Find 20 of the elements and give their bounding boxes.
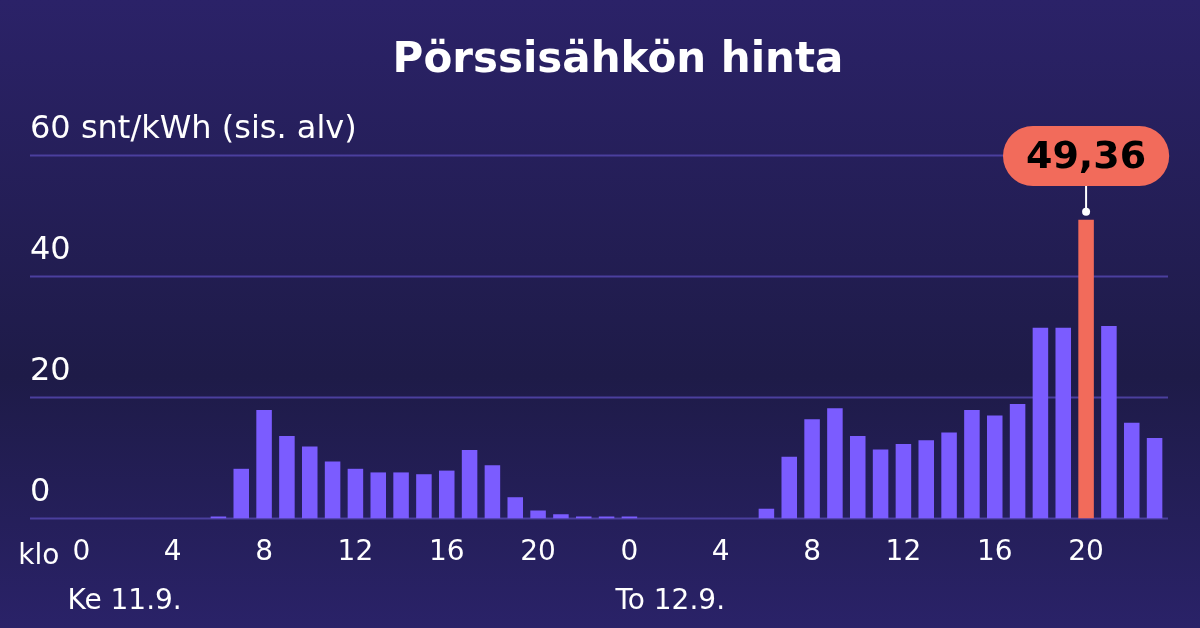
x-tick-label: 12 xyxy=(337,534,374,568)
chart-title: Pörssisähkön hinta xyxy=(392,33,844,83)
x-axis-title: klo xyxy=(18,538,60,572)
y-tick-label: 20 xyxy=(30,349,71,388)
x-tick-label: 20 xyxy=(1068,534,1104,568)
x-tick-label: 20 xyxy=(520,534,556,568)
text: To 12.9. xyxy=(614,583,726,617)
x-tick-label: 4 xyxy=(711,534,730,568)
y-tick-label: 60 snt/kWh (sis. alv) xyxy=(30,107,357,146)
x-tick-label: 12 xyxy=(885,534,922,568)
x-tick-label: 16 xyxy=(428,534,465,568)
text: Ke 11.9. xyxy=(67,583,182,617)
data-label: 49,36 xyxy=(1025,132,1147,177)
y-tick-label: 40 xyxy=(30,228,71,267)
x-tick-label: 4 xyxy=(163,534,182,568)
x-tick-label: 16 xyxy=(976,534,1013,568)
x-tick-label: 8 xyxy=(255,534,273,568)
x-tick-label: 0 xyxy=(620,534,639,568)
y-tick-label: 0 xyxy=(30,470,51,509)
x-tick-label: 8 xyxy=(803,534,821,568)
